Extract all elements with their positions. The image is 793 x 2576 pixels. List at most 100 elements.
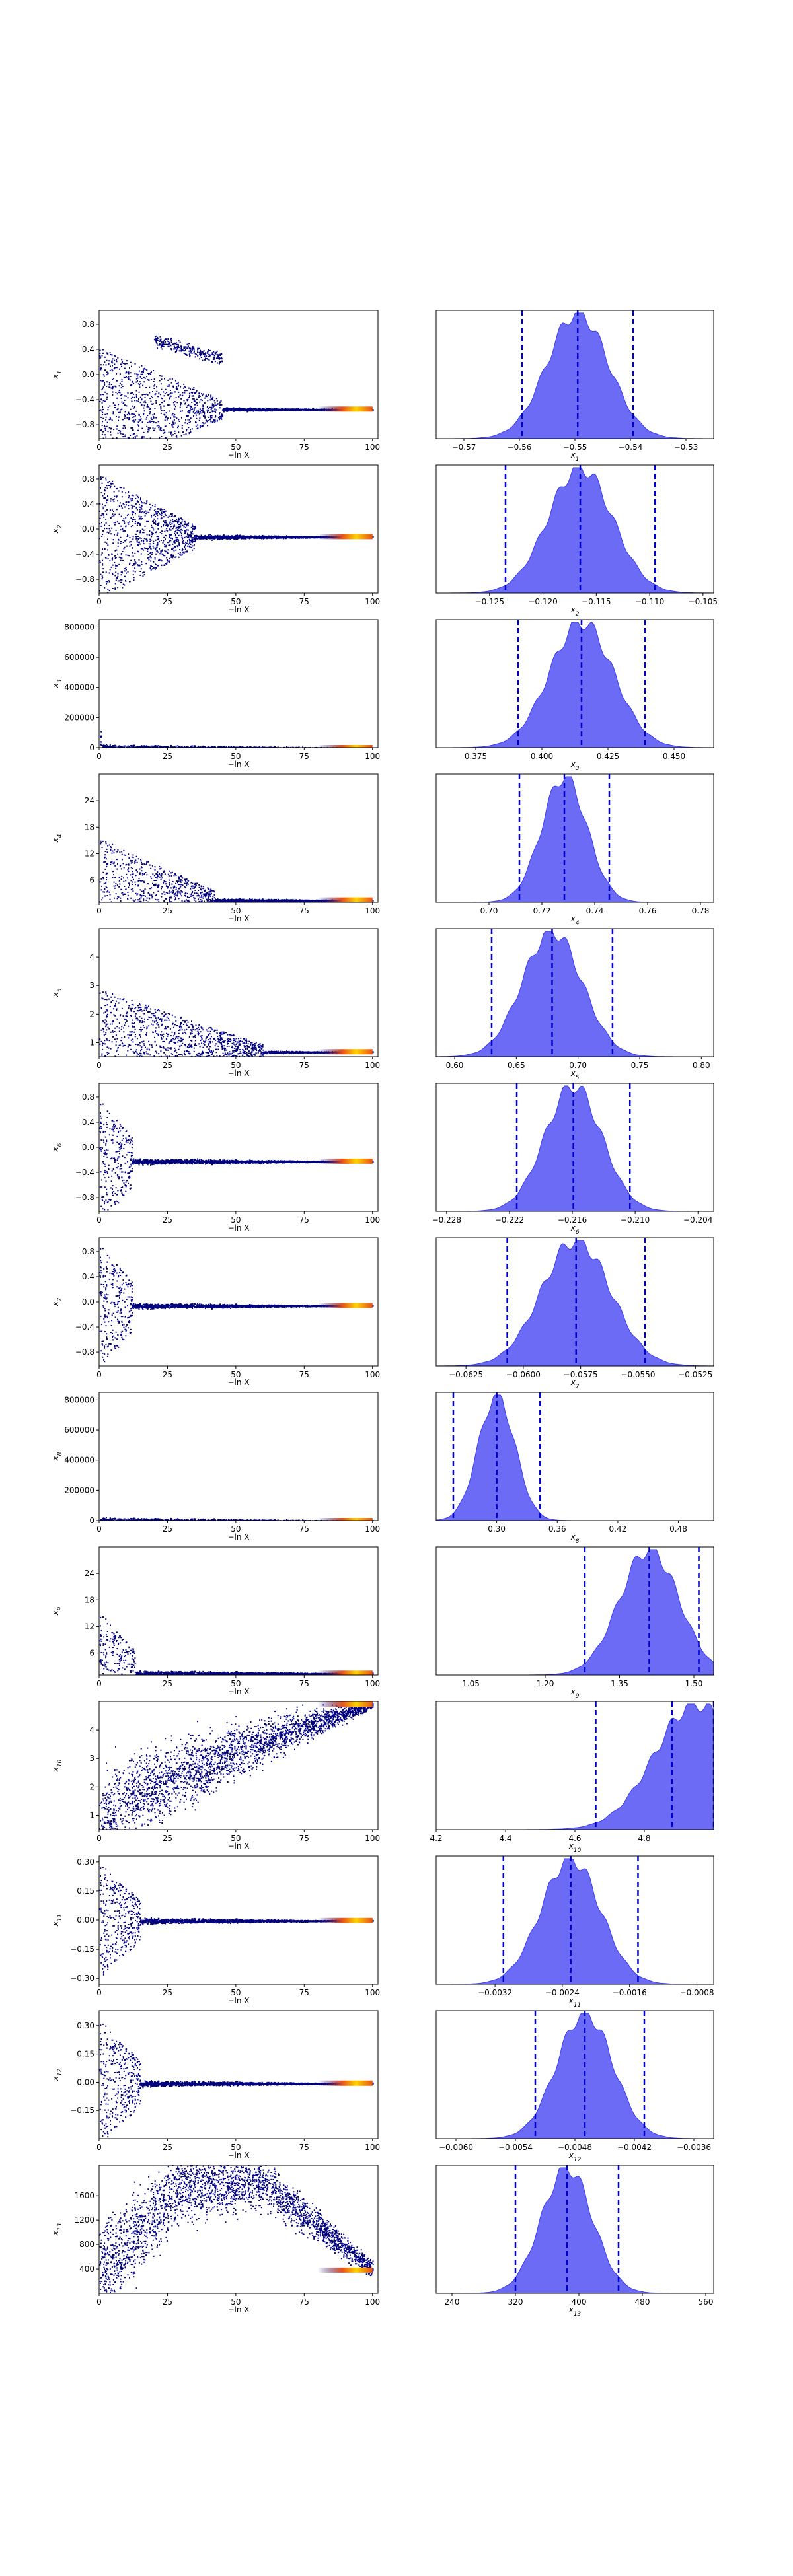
x-tick-label: 100	[365, 906, 380, 915]
trace-panel-9: 0 25 50 75 100 6 12 18 24 −ln X x9	[51, 1546, 380, 1696]
x-tick-label: 4.4	[499, 1834, 511, 1843]
x-tick-label: 75	[299, 1834, 309, 1843]
x-axis-label: x5	[570, 1069, 580, 1081]
converged-hot-band	[317, 2267, 373, 2273]
converged-hot-band	[317, 2080, 373, 2086]
y-tick-label: 0.00	[77, 1915, 94, 1925]
marginal-panel-1: −0.57 −0.56 −0.55 −0.54 −0.53 x1	[435, 310, 714, 463]
trace-points	[100, 1517, 374, 1521]
x-tick-label: 100	[365, 1679, 380, 1688]
y-tick-label: 400000	[64, 1456, 94, 1465]
x-tick-label: −0.222	[495, 1215, 524, 1225]
x-tick-label: 25	[163, 1061, 172, 1070]
y-tick-label: 0.8	[82, 474, 94, 483]
x-axis-label: x8	[570, 1532, 580, 1545]
x-tick-label: 0.78	[692, 906, 710, 915]
y-tick-label: 24	[85, 796, 94, 805]
trace-scatter	[99, 991, 374, 1057]
trace-points	[99, 476, 374, 593]
x-tick-label: 0.60	[446, 1061, 464, 1070]
axes-frame	[435, 619, 714, 748]
axes-frame	[435, 1392, 714, 1521]
x-tick-label: 1.05	[462, 1679, 480, 1688]
x-tick-label: 0	[96, 2297, 102, 2307]
panel-row-12: 0 25 50 75 100−0.150.000.150.30−ln Xx12−0.00…	[51, 2010, 714, 2163]
x-tick-label: 100	[365, 1524, 380, 1534]
y-axis-label: x6	[51, 1143, 63, 1152]
y-tick-label: 0.00	[77, 2077, 94, 2087]
panel-row-10: 0 25 50 75 100 1 2 3 4 −ln X x10 4.2 4.4 4.6 4.8 x10	[51, 1701, 714, 1854]
axes-frame	[435, 1855, 714, 1985]
x-tick-label: −0.0060	[439, 2143, 473, 2152]
x-tick-label: −0.56	[508, 443, 532, 452]
x-tick-label: −0.0525	[678, 1370, 712, 1379]
y-tick-label: 0	[89, 1516, 94, 1525]
x-tick-label: −0.110	[635, 597, 664, 606]
x-tick-label: 25	[163, 1524, 172, 1534]
y-tick-label: 0.0	[82, 1297, 94, 1306]
kde-area	[436, 2165, 714, 2293]
kde-density	[436, 622, 714, 748]
y-axis-label: x8	[51, 1452, 63, 1461]
kde-density	[436, 931, 714, 1057]
x-tick-label: −0.0024	[545, 1988, 580, 1997]
x-tick-label: 0.65	[508, 1061, 525, 1070]
kde-density	[436, 1085, 714, 1211]
x-tick-label: 50	[231, 1834, 241, 1843]
x-tick-label: 25	[163, 443, 172, 452]
trace-panel-3: 0 25 50 75 100 0 200000 400000 600000 800000 −ln X…	[51, 619, 380, 769]
y-axis-label: x7	[51, 1297, 63, 1306]
x-tick-label: 50	[231, 1524, 241, 1534]
kde-area	[436, 310, 714, 439]
x-axis-label: −ln X	[227, 760, 249, 769]
x-axis-label: x1	[570, 450, 580, 463]
trace-panel-7: 0 25 50 75 100 −0.8 −0.4 0.0 0.4 0.8 −ln X x7	[51, 1237, 380, 1387]
y-tick-label: 0.4	[82, 345, 94, 354]
x-tick-label: 0	[96, 1215, 102, 1225]
converged-hot-band	[317, 1518, 373, 1521]
x-axis-label: x7	[570, 1378, 580, 1390]
axes-frame	[98, 2010, 379, 2139]
x-tick-label: 0.450	[663, 752, 685, 761]
kde-area	[436, 1392, 714, 1521]
x-tick-label: 50	[231, 1988, 241, 1997]
x-tick-label: 0.70	[569, 1061, 587, 1070]
x-axis-label: −ln X	[227, 1687, 249, 1696]
panel-row-8: 0 25 50 75 100 0 200000 400000 600000 800000 −ln X…	[51, 1392, 714, 1545]
y-tick-label: 0.0	[82, 370, 94, 379]
x-tick-label: 25	[163, 2143, 172, 2152]
y-axis-label: x5	[51, 988, 63, 997]
panel-row-11: 0 25 50 75 100 −0.30 −0.15 0.00 0.15 0.30 −ln X x11…	[51, 1855, 714, 2009]
trace-scatter	[99, 840, 374, 902]
axes-frame	[435, 2165, 714, 2294]
converged-hot-band	[317, 1158, 373, 1164]
trace-scatter	[99, 1867, 374, 1976]
y-tick-label: −0.4	[75, 395, 94, 404]
x-axis-label: x2	[570, 605, 580, 618]
x-tick-label: −0.55	[563, 443, 587, 452]
converged-hot-band	[317, 406, 373, 412]
axes-frame	[435, 464, 714, 594]
x-axis-label: −ln X	[227, 1532, 249, 1542]
axes-frame	[98, 619, 379, 748]
axes-frame	[435, 1083, 714, 1212]
axes-frame	[435, 773, 714, 903]
panel-row-4: 0 25 50 75 100 6 12 18 24 −ln X x4 0.70 0.72 0.74 0.76…	[51, 773, 714, 927]
converged-hot-band	[317, 1670, 373, 1675]
y-tick-label: 0.15	[77, 1886, 94, 1896]
x-tick-label: 480	[635, 2297, 650, 2307]
x-tick-label: 25	[163, 1215, 172, 1225]
x-tick-label: 50	[231, 906, 241, 915]
axes-frame	[98, 1546, 379, 1676]
kde-density	[436, 2013, 714, 2139]
x-tick-label: −0.57	[452, 443, 476, 452]
x-tick-label: −0.0054	[498, 2143, 533, 2152]
y-tick-label: 400	[79, 2264, 94, 2273]
x-axis-label: x13	[568, 2305, 582, 2318]
trace-panel-8: 0 25 50 75 100 0 200000 400000 600000 800000 −ln X…	[51, 1392, 380, 1542]
y-tick-label: −0.8	[75, 1347, 94, 1357]
y-tick-label: 1	[89, 1038, 94, 1047]
y-tick-label: 0.8	[82, 1092, 94, 1102]
y-tick-label: −0.4	[75, 1168, 94, 1177]
